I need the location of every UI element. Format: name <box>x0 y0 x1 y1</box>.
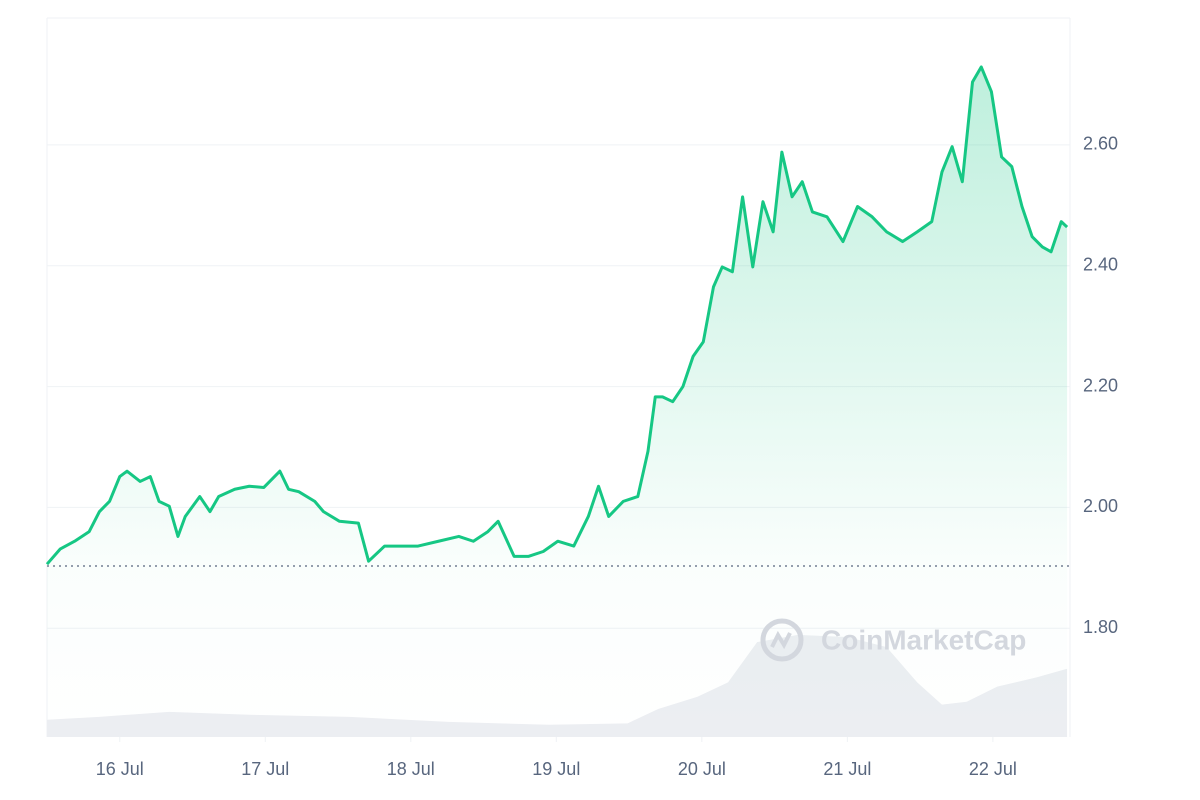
y-tick-label: 2.40 <box>1083 254 1118 274</box>
x-tick-label: 19 Jul <box>532 759 580 779</box>
x-tick-label: 20 Jul <box>678 759 726 779</box>
x-tick-label: 21 Jul <box>823 759 871 779</box>
x-tick-label: 22 Jul <box>969 759 1017 779</box>
x-tick-label: 18 Jul <box>387 759 435 779</box>
x-tick-label: 17 Jul <box>241 759 289 779</box>
price-area <box>47 66 1068 738</box>
y-tick-label: 2.60 <box>1083 134 1118 154</box>
y-tick-label: 1.80 <box>1083 617 1118 637</box>
watermark-logo <box>760 618 804 662</box>
price-line <box>45 65 1069 566</box>
layers: 1.80 2.00 2.20 2.40 2.60 16 Jul 17 Jul 18 Jul 19… <box>45 65 1118 779</box>
watermark: CoinMarketCap <box>821 624 1026 655</box>
y-tick-label: 2.00 <box>1083 496 1118 516</box>
x-tick-label: 16 Jul <box>96 759 144 779</box>
y-tick-label: 2.20 <box>1083 375 1118 395</box>
